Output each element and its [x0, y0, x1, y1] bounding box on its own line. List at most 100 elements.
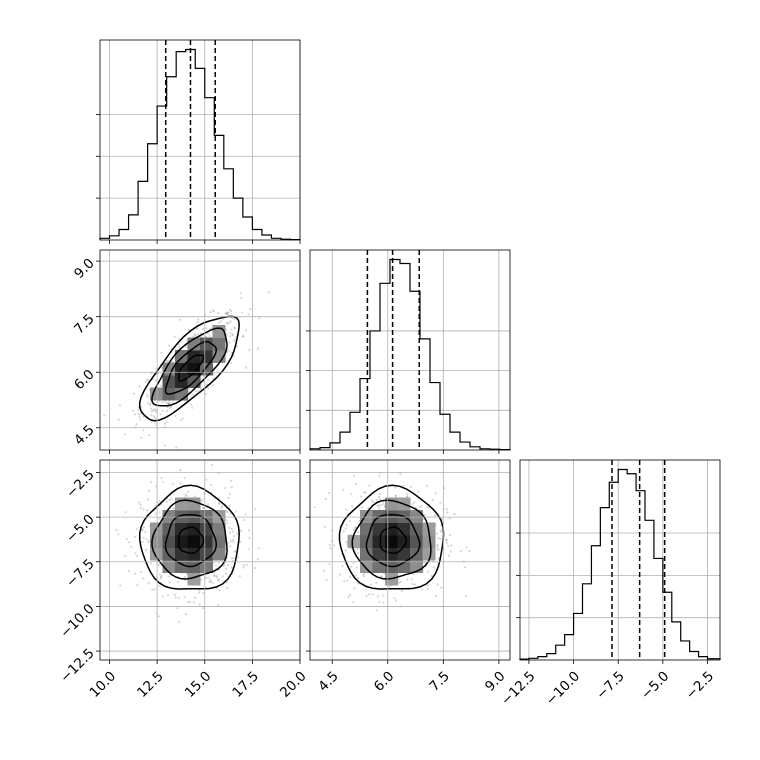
- scatter-point: [142, 536, 145, 539]
- scatter-point: [193, 333, 196, 336]
- density-cell: [200, 560, 213, 573]
- scatter-point: [375, 581, 378, 585]
- panel-p2-0: −12.5−10.0 −7.5 −5.0 −2.5 10.0 12.5 15.0 17.5 20…: [57, 459, 310, 701]
- scatter-point: [410, 578, 413, 581]
- scatter-point: [229, 332, 232, 335]
- scatter-point: [183, 596, 186, 599]
- scatter-point: [377, 504, 380, 507]
- scatter-point: [161, 401, 164, 404]
- scatter-point: [150, 420, 153, 423]
- scatter-point: [185, 494, 188, 497]
- scatter-point: [160, 476, 163, 480]
- density-cell: [200, 337, 213, 351]
- y-tick-label: 7.5: [71, 311, 98, 338]
- scatter-point: [419, 505, 422, 509]
- scatter-point: [225, 312, 228, 315]
- scatter-point: [196, 333, 199, 336]
- scatter-point: [209, 580, 212, 583]
- density-cell: [385, 535, 398, 548]
- scatter-point: [139, 418, 142, 421]
- scatter-point: [117, 418, 120, 421]
- contour-line: [351, 499, 432, 580]
- scatter-point: [230, 485, 233, 489]
- scatter-point: [375, 609, 378, 612]
- scatter-point: [130, 545, 133, 548]
- scatter-point: [115, 529, 118, 532]
- scatter-point: [206, 332, 210, 335]
- scatter-point: [231, 334, 234, 337]
- density-cell: [347, 535, 361, 548]
- scatter-point: [247, 313, 250, 316]
- scatter-point: [205, 327, 208, 330]
- scatter-point: [160, 384, 163, 387]
- scatter-point: [229, 545, 232, 548]
- scatter-point: [367, 507, 370, 510]
- scatter-point: [140, 436, 143, 439]
- scatter-point: [150, 410, 153, 413]
- scatter-point: [440, 586, 443, 589]
- scatter-point: [154, 512, 157, 515]
- scatter-point: [196, 320, 199, 324]
- panel-p1-1: [306, 249, 511, 454]
- contour-line: [138, 484, 240, 590]
- scatter-point: [360, 506, 363, 509]
- scatter-point: [224, 572, 228, 575]
- scatter-point: [411, 582, 414, 586]
- scatter-point: [226, 322, 229, 325]
- scatter-point: [148, 434, 151, 437]
- scatter-point: [228, 504, 231, 507]
- scatter-point: [134, 572, 137, 575]
- scatter-point: [158, 511, 161, 514]
- scatter-point: [350, 565, 353, 568]
- scatter-point: [239, 292, 242, 295]
- scatter-point: [158, 517, 161, 520]
- scatter-point: [175, 446, 178, 449]
- density-cell: [175, 522, 188, 536]
- scatter-point: [181, 417, 184, 420]
- scatter-point: [353, 474, 356, 477]
- scatter-point: [212, 373, 215, 376]
- scatter-point: [357, 531, 360, 534]
- scatter-point: [171, 401, 174, 404]
- scatter-point: [225, 581, 228, 584]
- scatter-point: [420, 505, 423, 508]
- scatter-point: [146, 395, 149, 398]
- scatter-point: [247, 529, 251, 532]
- scatter-point: [117, 533, 120, 536]
- density-cell: [397, 535, 411, 548]
- scatter-point: [371, 593, 374, 596]
- scatter-point: [137, 408, 140, 411]
- scatter-point: [217, 311, 220, 314]
- scatter-point: [184, 613, 187, 616]
- scatter-point: [356, 552, 360, 555]
- scatter-point: [362, 573, 365, 576]
- scatter-point: [146, 393, 149, 396]
- scatter-point: [435, 514, 438, 517]
- scatter-point: [243, 518, 246, 522]
- scatter-point: [208, 327, 211, 330]
- scatter-point: [388, 585, 391, 588]
- scatter-point: [349, 576, 352, 579]
- scatter-point: [139, 503, 142, 506]
- scatter-point: [208, 334, 211, 338]
- scatter-point: [413, 583, 417, 586]
- scatter-point: [190, 403, 193, 406]
- scatter-point: [448, 517, 451, 520]
- scatter-point: [164, 422, 167, 425]
- density-cell: [212, 510, 226, 523]
- density-cell: [150, 547, 163, 561]
- density-cell: [175, 547, 188, 561]
- scatter-point: [229, 512, 232, 515]
- scatter-point: [354, 526, 357, 530]
- scatter-point: [149, 562, 153, 565]
- scatter-point: [132, 409, 135, 413]
- scatter-point: [135, 528, 138, 531]
- scatter-point: [202, 375, 205, 378]
- scatter-point: [225, 312, 228, 315]
- scatter-point: [137, 501, 140, 504]
- scatter-point: [138, 415, 141, 418]
- scatter-point: [157, 615, 161, 618]
- scatter-point: [200, 383, 203, 386]
- scatter-point: [382, 594, 385, 597]
- scatter-point: [235, 510, 238, 513]
